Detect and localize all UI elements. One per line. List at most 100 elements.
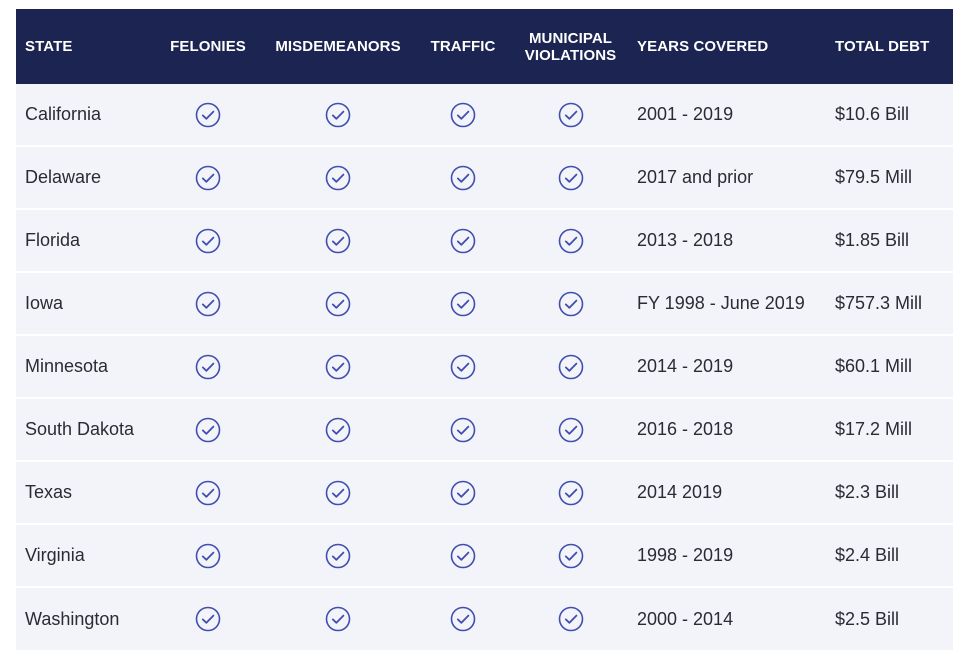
cell-traffic [413, 209, 513, 272]
cell-total-debt: $10.6 Bill [835, 104, 910, 124]
check-circle-icon [558, 606, 584, 632]
check-circle-icon [325, 606, 351, 632]
check-circle-icon [325, 480, 351, 506]
table-row: Florida 2013 - 2018 $1.85 Bill [16, 209, 953, 272]
cell-state: Texas [25, 482, 73, 502]
check-circle-icon [558, 417, 584, 443]
check-circle-icon [558, 543, 584, 569]
header-traffic: TRAFFIC [430, 38, 496, 55]
cell-misdemeanors [263, 146, 413, 209]
check-circle-icon [195, 165, 221, 191]
table-header: STATE FELONIES MISDEMEANORS TRAFFIC MUNI… [16, 9, 953, 84]
check-circle-icon [325, 165, 351, 191]
header-row: STATE FELONIES MISDEMEANORS TRAFFIC MUNI… [16, 9, 953, 84]
cell-traffic [413, 524, 513, 587]
cell-misdemeanors [263, 524, 413, 587]
cell-total-debt: $2.4 Bill [835, 545, 900, 565]
cell-municipal [513, 461, 628, 524]
cell-total-debt: $60.1 Mill [835, 356, 913, 376]
table-row: Minnesota 2014 - 2019 $60.1 Mill [16, 335, 953, 398]
cell-years-covered: 2014 - 2019 [637, 356, 734, 376]
check-circle-icon [558, 228, 584, 254]
header-municipal-line1: MUNICIPAL [528, 29, 613, 47]
cell-felonies [153, 84, 263, 146]
cell-years-covered: 1998 - 2019 [637, 545, 734, 565]
table-row: Virginia 1998 - 2019 $2.4 Bill [16, 524, 953, 587]
cell-state: Delaware [25, 167, 102, 187]
cell-state: California [25, 104, 102, 124]
cell-municipal [513, 587, 628, 650]
header-misdemeanors: MISDEMEANORS [275, 38, 401, 55]
check-circle-icon [558, 102, 584, 128]
check-circle-icon [558, 291, 584, 317]
cell-misdemeanors [263, 84, 413, 146]
check-circle-icon [195, 102, 221, 128]
cell-misdemeanors [263, 587, 413, 650]
table-row: California 2001 - 2019 $10.6 Bill [16, 84, 953, 146]
cell-state: Minnesota [25, 356, 109, 376]
cell-felonies [153, 461, 263, 524]
check-circle-icon [195, 228, 221, 254]
check-circle-icon [325, 417, 351, 443]
header-municipal-violations: MUNICIPAL VIOLATIONS [513, 9, 628, 84]
check-circle-icon [450, 480, 476, 506]
state-debt-table: STATE FELONIES MISDEMEANORS TRAFFIC MUNI… [16, 9, 953, 650]
check-circle-icon [450, 543, 476, 569]
check-circle-icon [325, 543, 351, 569]
cell-municipal [513, 335, 628, 398]
header-municipal-line2: VIOLATIONS [524, 46, 617, 64]
cell-misdemeanors [263, 209, 413, 272]
cell-years-covered: 2013 - 2018 [637, 230, 734, 250]
cell-total-debt: $2.3 Bill [835, 482, 900, 502]
cell-traffic [413, 587, 513, 650]
cell-years-covered: 2016 - 2018 [637, 419, 734, 439]
header-years-covered: YEARS COVERED [637, 38, 769, 55]
cell-traffic [413, 335, 513, 398]
check-circle-icon [195, 543, 221, 569]
check-circle-icon [450, 417, 476, 443]
check-circle-icon [195, 480, 221, 506]
cell-state: Washington [25, 608, 120, 629]
cell-years-covered: 2017 and prior [637, 167, 754, 187]
cell-misdemeanors [263, 398, 413, 461]
check-circle-icon [450, 354, 476, 380]
cell-misdemeanors [263, 461, 413, 524]
check-circle-icon [450, 291, 476, 317]
check-circle-icon [195, 606, 221, 632]
cell-state: Florida [25, 230, 81, 250]
header-total-debt: TOTAL DEBT [835, 38, 930, 55]
check-circle-icon [450, 165, 476, 191]
cell-traffic [413, 461, 513, 524]
cell-municipal [513, 84, 628, 146]
cell-felonies [153, 209, 263, 272]
check-circle-icon [325, 228, 351, 254]
cell-municipal [513, 209, 628, 272]
table-body: California 2001 - 2019 $10.6 Bill Delaware 2… [16, 84, 953, 650]
check-circle-icon [195, 291, 221, 317]
cell-felonies [153, 272, 263, 335]
cell-state: South Dakota [25, 419, 135, 439]
cell-years-covered: 2001 - 2019 [637, 104, 734, 124]
state-debt-table-container: STATE FELONIES MISDEMEANORS TRAFFIC MUNI… [16, 9, 953, 650]
table-row: Iowa FY 1998 - June 2019 $757.3 Mill [16, 272, 953, 335]
cell-felonies [153, 398, 263, 461]
cell-traffic [413, 272, 513, 335]
cell-municipal [513, 398, 628, 461]
cell-state: Iowa [25, 293, 64, 313]
check-circle-icon [558, 165, 584, 191]
cell-felonies [153, 587, 263, 650]
table-row: Delaware 2017 and prior $79.5 Mill [16, 146, 953, 209]
cell-years-covered: FY 1998 - June 2019 [637, 293, 805, 313]
cell-years-covered: 2000 - 2014 [637, 608, 734, 629]
cell-traffic [413, 398, 513, 461]
check-circle-icon [325, 291, 351, 317]
check-circle-icon [450, 606, 476, 632]
check-circle-icon [325, 102, 351, 128]
cell-misdemeanors [263, 335, 413, 398]
check-circle-icon [558, 354, 584, 380]
header-felonies: FELONIES [170, 38, 246, 55]
cell-felonies [153, 335, 263, 398]
check-circle-icon [450, 228, 476, 254]
cell-total-debt: $1.85 Bill [835, 230, 910, 250]
cell-misdemeanors [263, 272, 413, 335]
